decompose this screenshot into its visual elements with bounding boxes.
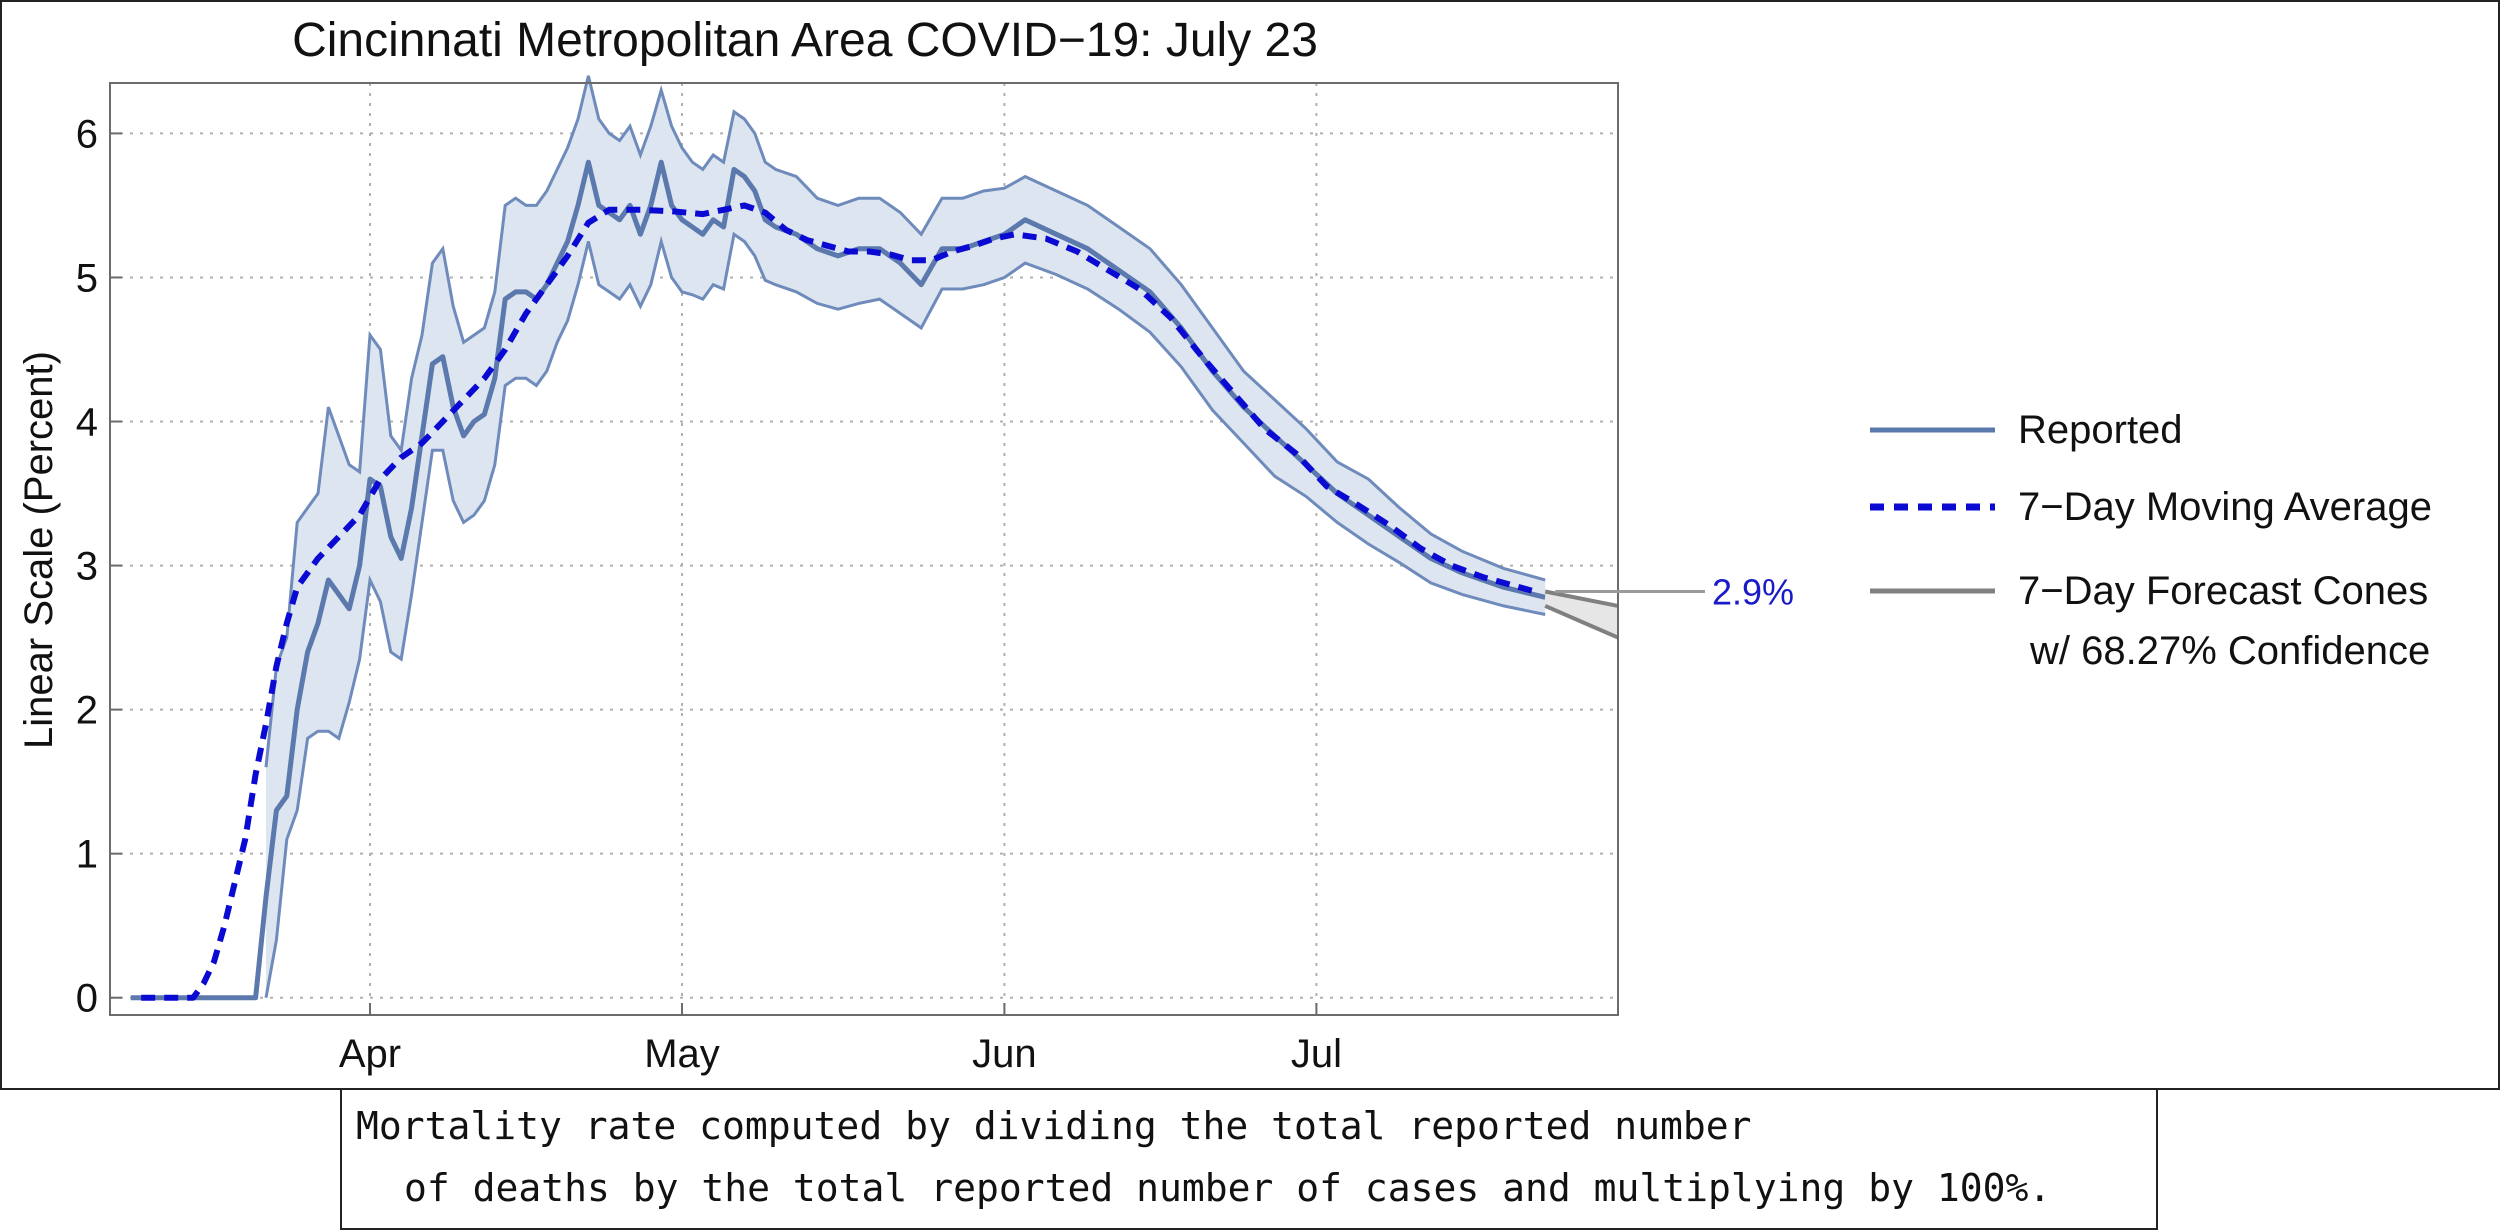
latest-value-label: 2.9% (1712, 571, 1794, 612)
legend-label-moving-average: 7−Day Moving Average (2018, 485, 2432, 529)
series-lines (130, 159, 1546, 1001)
x-axis-ticks: Apr May Jun Jul (339, 1003, 1342, 1076)
x-tick-label: Jun (972, 1032, 1037, 1076)
x-tick-label: Jul (1291, 1032, 1342, 1076)
y-tick-label: 5 (76, 256, 98, 300)
legend-label-forecast: 7−Day Forecast Cones (2018, 569, 2428, 613)
latest-value-annotation: 2.9% (1555, 571, 1794, 612)
legend-label-forecast-confidence: w/ 68.27% Confidence (2029, 629, 2430, 673)
x-tick-label: Apr (339, 1032, 401, 1076)
footnote-box: Mortality rate computed by dividing the … (340, 1088, 2158, 1230)
chart-title: Cincinnati Metropolitan Area COVID−19: J… (292, 14, 1318, 67)
footnote-line-2: of deaths by the total reported number o… (404, 1166, 2052, 1210)
x-tick-label: May (644, 1032, 720, 1076)
confidence-band (264, 75, 1546, 998)
chart-svg: 0 1 2 3 4 5 6 Apr May Jun Jul Cincinnati Metropol… (17, 14, 2432, 1076)
confidence-band-fill (266, 75, 1546, 998)
legend: Reported 7−Day Moving Average 7−Day Fore… (1870, 408, 2432, 673)
series-line-moving-average (141, 202, 1536, 1001)
y-axis-ticks: 0 1 2 3 4 5 6 (76, 112, 122, 1021)
confidence-band-upper (264, 75, 1546, 768)
y-tick-label: 1 (76, 833, 98, 877)
forecast-cone-upper (1544, 589, 1619, 608)
y-axis-label: Linear Scale (Percent) (17, 351, 61, 749)
confidence-band-lower (264, 231, 1546, 998)
plot-area-border (109, 82, 1619, 1016)
y-tick-label: 2 (76, 689, 98, 733)
y-tick-label: 6 (76, 112, 98, 156)
footnote-line-1: Mortality rate computed by dividing the … (356, 1104, 1752, 1148)
legend-label-reported: Reported (2018, 408, 2183, 452)
y-tick-label: 4 (76, 401, 98, 445)
forecast-cone (1544, 589, 1619, 640)
y-tick-label: 3 (76, 545, 98, 589)
y-tick-label: 0 (76, 977, 98, 1021)
forecast-cone-lower (1544, 604, 1619, 640)
series-line-reported (130, 159, 1546, 1001)
